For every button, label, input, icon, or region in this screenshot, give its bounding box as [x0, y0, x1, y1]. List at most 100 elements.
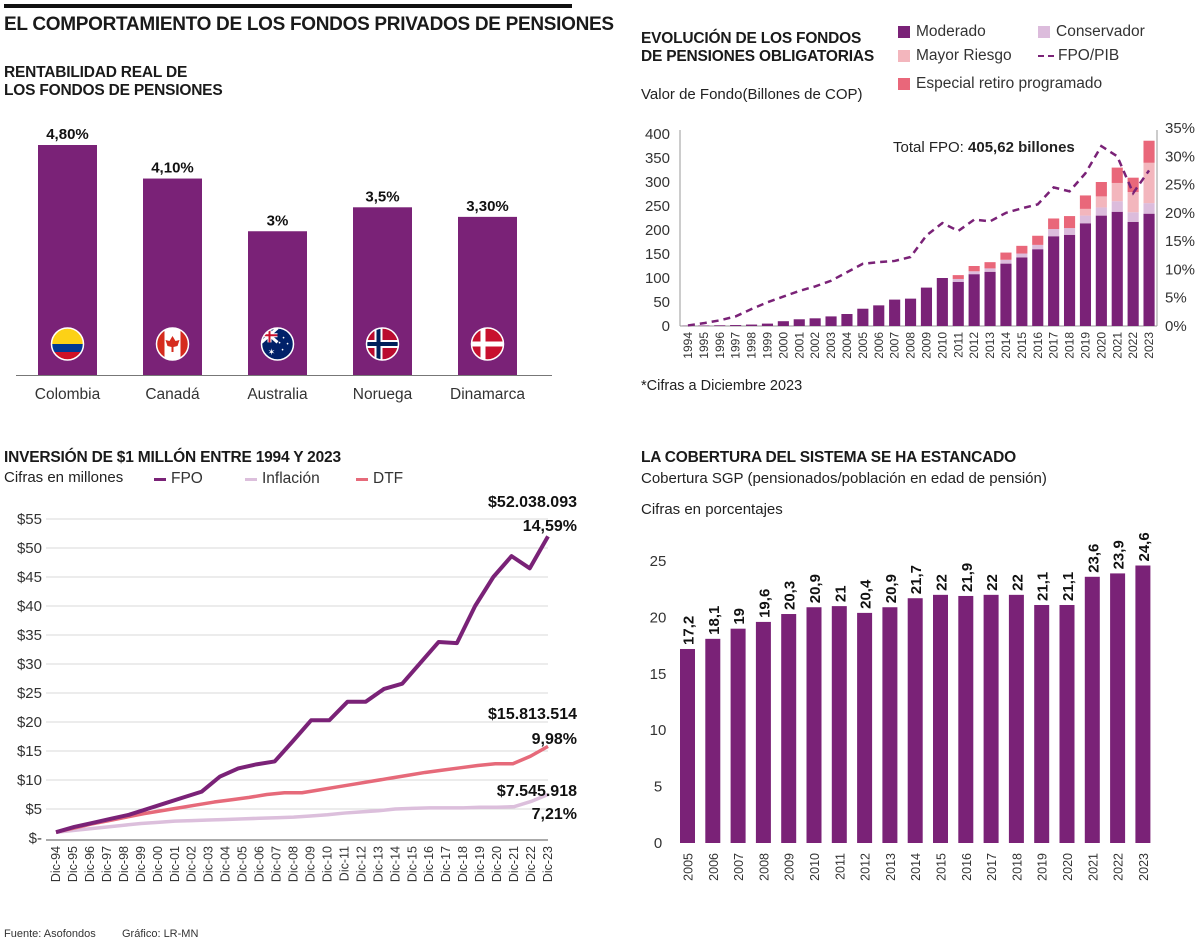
category-label: Colombia	[35, 386, 101, 403]
bar-especial-retiro-programado-2022	[1127, 177, 1139, 193]
data-label: 4,80%	[46, 126, 89, 143]
x-tick: 2010	[935, 332, 949, 359]
bar-especial-retiro-programado-2021	[1111, 167, 1123, 183]
x-tick: 2013	[983, 332, 997, 359]
bar-conservador-2019	[1079, 215, 1092, 224]
x-tick: 1996	[713, 332, 727, 359]
bar-moderado-2009	[920, 287, 933, 326]
annotation-prefix: Total FPO:	[893, 139, 968, 156]
bar-especial-retiro-programado-2015	[1016, 245, 1028, 254]
x-tick: 2014	[909, 853, 923, 881]
x-tick: Dic-08	[287, 846, 301, 882]
x-tick: 2016	[1031, 332, 1045, 359]
bar-moderado-2005	[857, 308, 869, 326]
x-tick: 2019	[1036, 853, 1050, 881]
bar-2021	[1084, 576, 1100, 843]
x-tick: 2010	[808, 853, 822, 881]
x-tick: 2021	[1110, 332, 1124, 359]
bar-2022	[1110, 573, 1126, 843]
y-tick: $40	[17, 598, 42, 615]
data-label: 24,6	[1136, 532, 1153, 561]
footer-source: Fuente: Asofondos	[4, 928, 96, 940]
bar-conservador-2011	[952, 278, 964, 282]
annotation-value: 405,62 billones	[968, 139, 1075, 156]
line-dtf	[55, 744, 549, 834]
x-tick: 2011	[951, 332, 965, 358]
flag-border	[470, 327, 505, 361]
line-inflación	[55, 792, 549, 834]
bar-conservador-2020	[1095, 207, 1107, 216]
data-label: 18,1	[706, 606, 723, 635]
bar-especial-retiro-programado-2023	[1143, 140, 1155, 163]
bar-moderado-2011	[952, 281, 964, 326]
bar-moderado-2000	[777, 321, 789, 326]
bar-moderado-2002	[809, 318, 821, 326]
category-label: Canadá	[145, 386, 200, 403]
data-label: 19,6	[756, 589, 773, 618]
bar-2019	[1034, 604, 1050, 843]
data-label: 22	[984, 574, 1001, 591]
legend-label: Mayor Riesgo	[916, 47, 1012, 64]
legend-swatch-fpo-pib	[1038, 55, 1054, 57]
y-tick: $-	[29, 830, 42, 847]
x-tick: 2012	[859, 853, 873, 881]
x-tick: Dic-07	[270, 846, 284, 882]
y-tick-right: 0%	[1165, 318, 1187, 335]
data-label: 4,10%	[151, 160, 194, 177]
top-rule	[4, 4, 572, 8]
legend-moderado: Moderado	[898, 23, 986, 41]
bar-mayor-riesgo-2019	[1079, 208, 1092, 216]
bar-2015	[933, 594, 948, 843]
y-tick: 10	[650, 722, 667, 739]
bar-especial-retiro-programado-2020	[1095, 182, 1107, 197]
flag-white-h	[471, 341, 504, 347]
bar-moderado-2010	[936, 278, 948, 326]
legend-swatch-fpo	[154, 477, 166, 481]
x-tick: 2008	[757, 853, 771, 881]
x-tick: 2018	[1063, 332, 1077, 359]
bar-conservador-2012	[968, 271, 980, 275]
x-tick: 1999	[760, 332, 774, 359]
x-tick: 2008	[904, 332, 918, 359]
bar-2013	[882, 607, 898, 843]
end-label-rate-fpo: 14,59%	[523, 518, 577, 535]
bar-moderado-1998	[745, 324, 758, 326]
x-tick: Dic-95	[66, 846, 80, 882]
star: •	[282, 336, 284, 342]
x-tick: Dic-06	[253, 846, 267, 882]
bar-moderado-2017	[1048, 236, 1060, 326]
y-tick: $15	[17, 743, 42, 760]
bar-moderado-2012	[968, 274, 980, 326]
y-tick-right: 15%	[1165, 233, 1195, 250]
x-tick: Dic-13	[371, 846, 385, 882]
legend-label: Moderado	[916, 23, 986, 40]
legend-conservador: Conservador	[1038, 23, 1145, 41]
y-tick-right: 25%	[1165, 177, 1195, 194]
flag-border	[365, 327, 400, 361]
category-label: Dinamarca	[450, 386, 525, 403]
flag-border	[155, 327, 190, 361]
flag-white-v	[480, 328, 486, 360]
y-tick: $30	[17, 656, 42, 673]
x-tick: 2016	[960, 853, 974, 881]
flag-red-left	[156, 328, 165, 360]
legend-swatch-dtf	[356, 477, 368, 481]
x-tick: 2015	[935, 853, 949, 881]
inversion-title: INVERSIÓN DE $1 MILLÓN ENTRE 1994 Y 2023	[4, 449, 341, 466]
bar-2006	[705, 638, 721, 843]
bar-especial-retiro-programado-2019	[1079, 195, 1092, 209]
x-tick: Dic-11	[337, 846, 351, 881]
bar-moderado-2018	[1063, 234, 1076, 326]
x-tick: Dic-01	[168, 846, 182, 882]
y-tick: $25	[17, 685, 42, 702]
x-tick: Dic-04	[219, 846, 233, 882]
x-tick: Dic-15	[405, 846, 419, 882]
data-label: 3,5%	[365, 188, 399, 205]
flag-border	[260, 327, 295, 361]
x-tick: 2021	[1086, 853, 1100, 881]
rentabilidad-title-line-1: RENTABILIDAD REAL DE	[4, 64, 188, 81]
x-tick: Dic-20	[490, 846, 504, 882]
end-label-amount-inflación: $7.545.918	[497, 783, 577, 800]
bar-2010	[806, 607, 822, 843]
x-tick: 2000	[776, 332, 790, 359]
